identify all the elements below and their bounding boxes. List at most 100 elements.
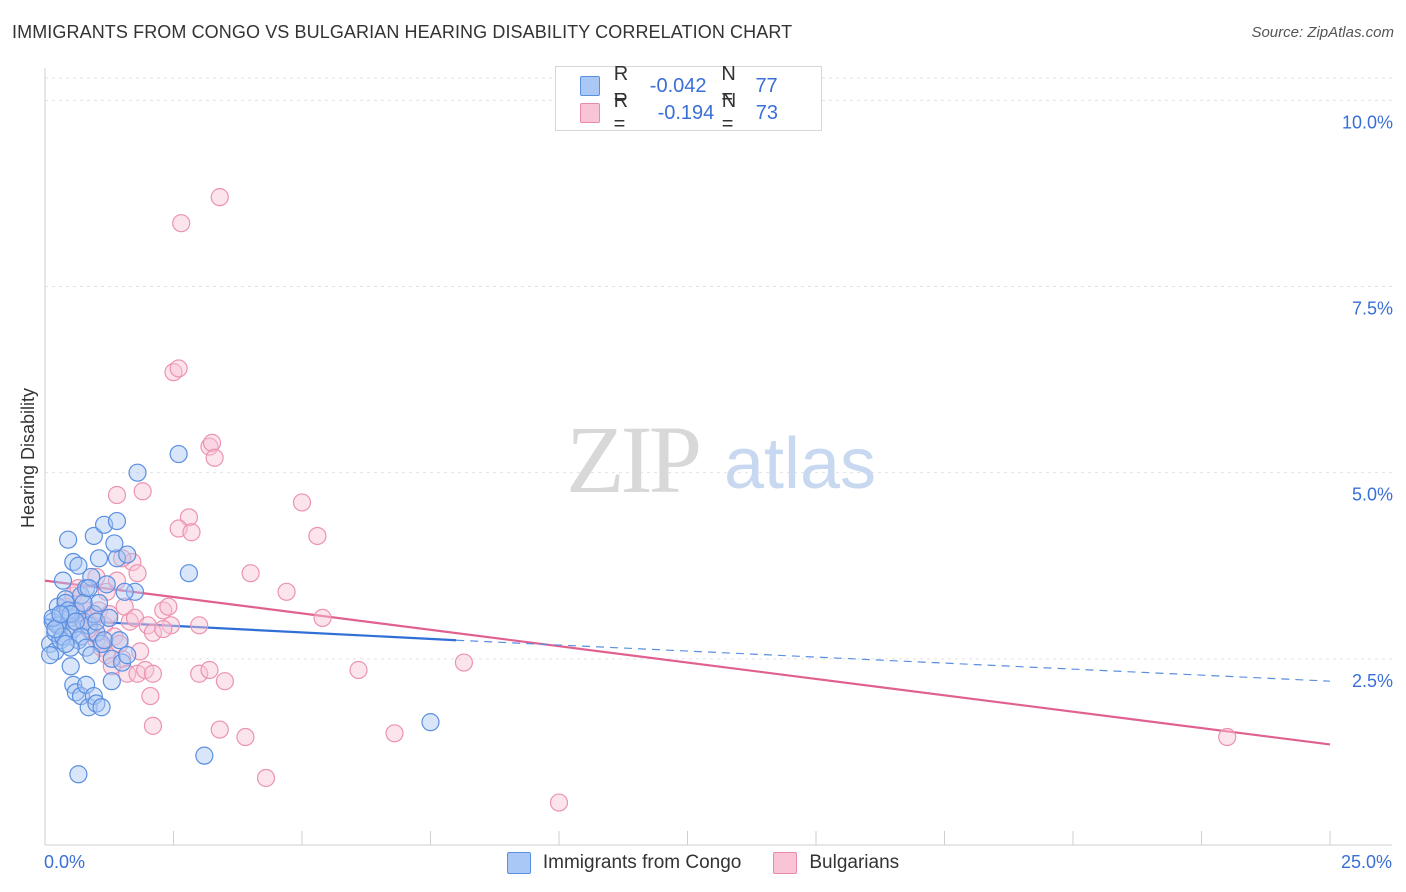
point-bulgarians	[172, 214, 191, 233]
point-bulgarians	[277, 582, 296, 601]
axes	[44, 68, 1392, 846]
y-tick-labels: 2.5% 5.0% 7.5% 10.0%	[1342, 112, 1393, 690]
point-congo	[56, 593, 75, 613]
point-congo	[84, 605, 103, 624]
watermark-atlas: atlas	[724, 424, 876, 504]
point-congo	[118, 646, 137, 665]
point-congo	[64, 619, 83, 639]
point-congo	[51, 605, 70, 624]
point-congo	[53, 571, 73, 590]
point-bulgarians	[202, 433, 222, 452]
legend-swatch-bulgarians	[773, 852, 798, 874]
legend-r-value: -0.042	[649, 74, 707, 97]
trend-line-congo-extension	[456, 639, 1331, 682]
point-bulgarians	[385, 724, 404, 743]
point-congo	[421, 713, 440, 732]
point-bulgarians	[190, 664, 209, 683]
y-tick-label: 10.0%	[1342, 112, 1393, 132]
legend-row-bulgarians: R = -0.194 N = 73	[580, 90, 821, 135]
point-bulgarians	[241, 564, 260, 583]
point-congo	[41, 646, 60, 665]
data-points	[41, 188, 1237, 812]
x-axis-max-label: 25.0%	[1340, 852, 1392, 872]
point-congo	[107, 511, 127, 531]
point-congo	[89, 549, 109, 568]
point-congo	[82, 567, 101, 587]
trend-line-congo	[44, 618, 457, 642]
point-bulgarians	[308, 526, 327, 546]
point-congo	[69, 765, 88, 784]
point-congo	[69, 556, 88, 575]
point-bulgarians	[210, 188, 229, 207]
watermark-zip: ZIP	[566, 406, 699, 513]
y-tick-label: 7.5%	[1352, 299, 1393, 319]
point-bulgarians	[349, 660, 368, 680]
y-tick-label: 5.0%	[1352, 485, 1393, 505]
point-congo	[115, 582, 134, 601]
chart-title: IMMIGRANTS FROM CONGO VS BULGARIAN HEARI…	[12, 22, 793, 42]
point-congo	[95, 631, 114, 650]
point-congo	[125, 582, 145, 601]
point-bulgarians	[133, 482, 152, 501]
point-bulgarians	[154, 619, 173, 639]
legend-swatch-congo	[506, 852, 531, 874]
legend-r-label: R =	[613, 90, 629, 135]
legend-n-label: N =	[721, 63, 736, 108]
point-bulgarians	[143, 716, 163, 735]
point-bulgarians	[182, 523, 201, 542]
point-bulgarians	[200, 660, 219, 680]
point-congo	[84, 526, 103, 546]
point-congo	[61, 657, 80, 676]
point-bulgarians	[256, 768, 276, 788]
point-congo	[107, 549, 127, 568]
legend-r-value: -0.194	[657, 101, 715, 124]
legend-n-label: N =	[721, 90, 737, 135]
point-bulgarians	[143, 664, 163, 683]
point-bulgarians	[549, 793, 569, 812]
stats-legend: R = -0.042 N = 77 R = -0.194 N = 73	[555, 63, 822, 135]
point-congo	[100, 608, 119, 627]
legend-n-value: 73	[755, 101, 778, 124]
y-tick-label: 2.5%	[1352, 671, 1393, 691]
point-bulgarians	[292, 493, 312, 512]
point-bulgarians	[205, 448, 224, 467]
point-bulgarians	[107, 485, 127, 505]
point-bulgarians	[143, 623, 163, 642]
legend-label-bulgarians: Bulgarians	[809, 852, 900, 873]
point-bulgarians	[313, 608, 332, 627]
point-congo	[105, 534, 124, 553]
legend-n-value: 77	[755, 74, 778, 97]
legend-item-bulgarians[interactable]: Bulgarians	[773, 852, 899, 874]
point-congo	[71, 627, 91, 646]
legend-swatch-bulgarians	[580, 103, 600, 123]
trend-lines	[44, 579, 1331, 746]
source-label: Source: ZipAtlas.com	[1251, 24, 1394, 41]
legend-r-label: R =	[613, 63, 629, 108]
point-congo	[89, 593, 109, 613]
legend-item-congo[interactable]: Immigrants from Congo	[506, 852, 741, 874]
series-legend: Immigrants from Congo Bulgarians	[0, 852, 1406, 874]
point-bulgarians	[102, 657, 121, 676]
x-axis-min-label: 0.0%	[44, 852, 86, 872]
point-bulgarians	[1218, 727, 1237, 747]
point-congo	[102, 672, 121, 691]
point-congo	[59, 530, 78, 549]
point-congo	[179, 564, 199, 583]
point-congo	[102, 649, 121, 668]
watermark: ZIP atlas	[566, 406, 876, 513]
point-bulgarians	[454, 653, 474, 672]
point-bulgarians	[141, 686, 160, 706]
point-bulgarians	[236, 727, 255, 747]
point-congo	[56, 634, 75, 654]
legend-row-congo: R = -0.042 N = 77	[580, 63, 821, 108]
point-congo	[169, 444, 188, 464]
legend-swatch-congo	[580, 76, 600, 96]
point-congo	[92, 698, 111, 717]
point-congo	[195, 746, 214, 765]
point-bulgarians	[118, 664, 137, 683]
point-congo	[128, 463, 147, 482]
point-congo	[110, 631, 129, 650]
point-congo	[79, 578, 98, 598]
point-congo	[97, 575, 116, 594]
